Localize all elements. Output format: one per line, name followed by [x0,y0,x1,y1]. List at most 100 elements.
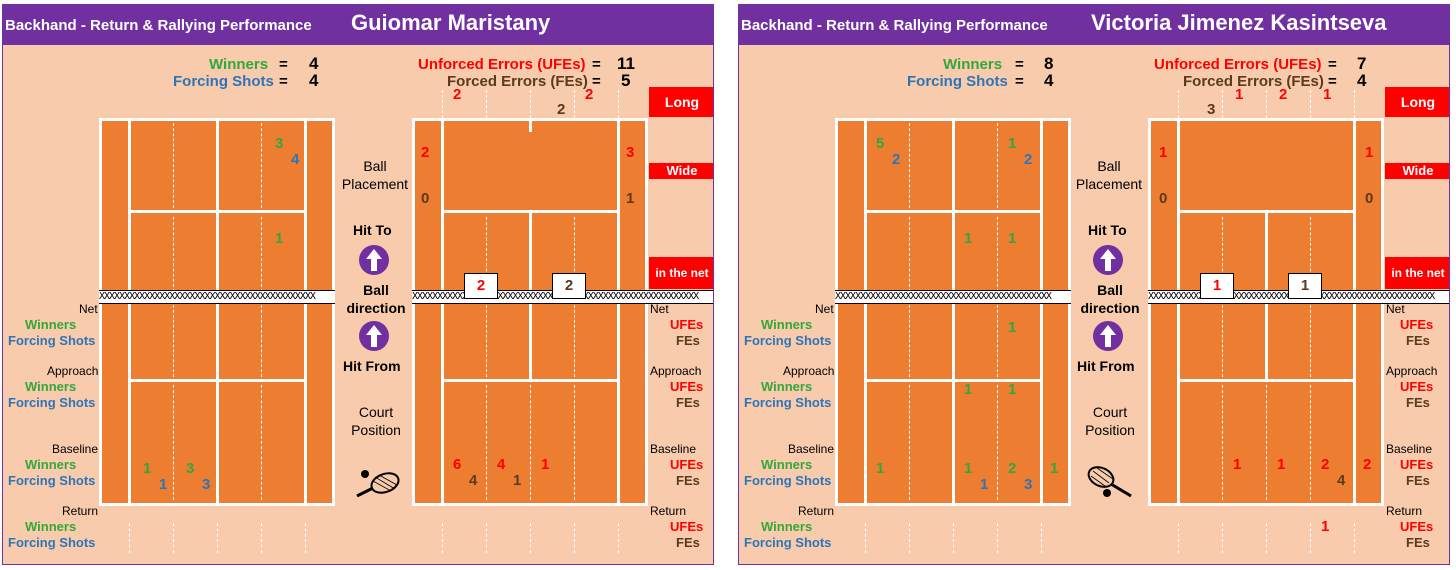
wide-count: 1 [1159,144,1168,161]
court-dash [486,523,487,553]
row-fe-label: FEs [1406,473,1430,488]
position-count: 2 [1321,456,1330,473]
row-forcing-label: Forcing Shots [744,333,832,348]
court-line [216,118,219,210]
winners-label: Winners [209,56,269,73]
court-line [1148,118,1384,121]
row-fe-label: FEs [1406,535,1430,550]
ufe-total: 7 [1357,54,1367,73]
fe-total: 5 [621,71,631,90]
placement-count: 1 [1008,230,1017,247]
row-approach-label: Approach [1386,364,1438,378]
placement-count: 3 [275,135,284,152]
placement-count: 2 [1024,151,1033,168]
court-line [441,118,444,506]
court-dash [486,217,487,292]
up-arrow-icon [1093,321,1123,351]
eq-sign: = [592,73,601,90]
net-error-box: 2 [552,273,586,299]
court-dash [953,523,954,553]
eq-sign: = [1015,56,1024,73]
ball-placement-label: Ball Placement [1075,158,1143,192]
fe-label: Forced Errors (FEs) [447,73,588,90]
panel-player-2: Backhand - Return & Rallying Performance… [738,4,1450,565]
court-dash [574,305,575,377]
row-net-label: Net [650,302,669,316]
row-net-label: Net [79,302,98,316]
row-net-label: Net [1386,302,1405,316]
wide-count: 0 [1159,190,1168,207]
row-forcing-label: Forcing Shots [8,395,96,410]
court-dash [129,523,130,553]
court-dash [1178,90,1179,118]
court-line [1353,118,1356,506]
position-count: 3 [202,476,211,493]
row-approach-label: Approach [783,364,835,378]
placement-count: 2 [892,151,901,168]
row-ufe-label: UFEs [1400,317,1434,332]
row-approach-label: Approach [47,364,99,378]
hit-to-label: Hit To [353,222,392,238]
court-dash [305,523,306,553]
eq-sign: = [1328,56,1337,73]
row-ufe-label: UFEs [670,379,704,394]
racket-icon [1085,463,1135,504]
row-forcing-label: Forcing Shots [744,395,832,410]
row-return-label: Return [1386,504,1423,518]
net-error-box: 1 [1200,273,1234,299]
court-dash [1266,385,1267,500]
placement-count: 1 [275,230,284,247]
eq-sign: = [592,56,601,73]
court-dash [1222,305,1223,377]
position-count: 1 [1233,456,1242,473]
court-dash [530,90,531,118]
panel-header: Backhand - Return & Rallying Performance… [739,5,1449,45]
row-winners-label: Winners [761,457,813,472]
row-ufe-label: UFEs [1400,457,1434,472]
wide-box: Wide [649,163,713,179]
wide-box: Wide [1385,163,1449,179]
court-line [332,118,335,506]
court-line [412,118,415,506]
wide-count: 3 [626,144,635,161]
position-count: 3 [1024,476,1033,493]
ufe-label: Unforced Errors (UFEs) [418,56,586,73]
row-forcing-label: Forcing Shots [744,473,832,488]
up-arrow-icon [1093,245,1123,275]
forcing-label: Forcing Shots [907,73,1008,90]
up-arrow-icon [359,321,389,351]
hit-to-label: Hit To [1088,222,1127,238]
court-line [1068,118,1071,506]
position-count: 1 [159,476,168,493]
return-count: 1 [1321,518,1330,535]
long-count: 2 [585,86,594,103]
court-line [412,503,648,506]
eq-sign: = [279,56,288,73]
court-line [1381,118,1384,506]
court-line [1040,118,1043,506]
ball-placement-label: Ball Placement [341,158,409,192]
row-ufe-label: UFEs [670,457,704,472]
court-line [216,382,219,506]
row-fe-label: FEs [676,395,700,410]
ball-direction-label: Ball direction [1080,282,1140,316]
court-dash [173,123,174,208]
court-dash [997,385,998,500]
position-count: 1 [964,460,973,477]
court-dash [173,385,174,500]
court-line [864,210,1043,213]
eq-sign: = [1015,73,1024,90]
court-line [645,118,648,506]
court-dash [618,523,619,553]
position-count: 1 [143,460,152,477]
row-fe-label: FEs [676,473,700,488]
player-name: Guiomar Maristany [351,10,551,35]
court-dash [1266,90,1267,118]
placement-count: 1 [1008,319,1017,336]
court-dash [1222,90,1223,118]
court-dash [909,385,910,500]
row-winners-label: Winners [761,519,813,534]
court-line [864,118,867,506]
wide-count: 1 [1365,144,1374,161]
row-ufe-label: UFEs [1400,519,1434,534]
